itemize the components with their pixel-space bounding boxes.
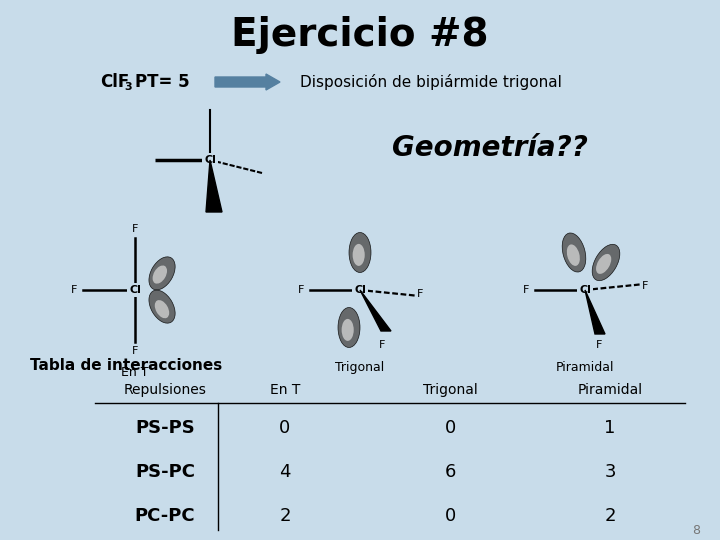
- Text: 1: 1: [604, 419, 616, 437]
- Text: PC-PC: PC-PC: [135, 507, 195, 525]
- Text: PT= 5: PT= 5: [135, 73, 189, 91]
- Ellipse shape: [567, 245, 580, 266]
- Text: Repulsiones: Repulsiones: [124, 383, 207, 397]
- Text: Cl: Cl: [129, 285, 141, 295]
- Ellipse shape: [349, 233, 371, 273]
- Text: 0: 0: [444, 419, 456, 437]
- Text: Cl: Cl: [204, 155, 216, 165]
- Ellipse shape: [155, 300, 169, 318]
- Text: 6: 6: [444, 463, 456, 481]
- Polygon shape: [206, 160, 222, 212]
- Ellipse shape: [562, 233, 586, 272]
- Text: Trigonal: Trigonal: [423, 383, 477, 397]
- Text: Cl: Cl: [579, 285, 591, 295]
- Text: 3: 3: [604, 463, 616, 481]
- Text: Cl: Cl: [354, 285, 366, 295]
- Text: 0: 0: [279, 419, 291, 437]
- Text: Piramidal: Piramidal: [556, 361, 614, 374]
- Text: 8: 8: [692, 523, 700, 537]
- Ellipse shape: [153, 266, 167, 284]
- Text: En T: En T: [121, 366, 149, 379]
- Text: Geometría??: Geometría??: [392, 134, 588, 162]
- Text: F: F: [417, 289, 423, 299]
- Text: F: F: [298, 285, 304, 295]
- Text: 2: 2: [604, 507, 616, 525]
- Ellipse shape: [149, 257, 175, 290]
- Text: F: F: [642, 281, 648, 291]
- Ellipse shape: [338, 307, 360, 348]
- Text: PS-PS: PS-PS: [135, 419, 195, 437]
- Text: 0: 0: [444, 507, 456, 525]
- Text: 3: 3: [124, 82, 132, 92]
- Text: PS-PC: PS-PC: [135, 463, 195, 481]
- FancyArrow shape: [215, 74, 280, 90]
- Text: F: F: [71, 285, 77, 295]
- Text: F: F: [132, 224, 138, 234]
- Text: Disposición de bipiármide trigonal: Disposición de bipiármide trigonal: [300, 74, 562, 90]
- Ellipse shape: [592, 244, 620, 281]
- Text: F: F: [132, 346, 138, 356]
- Text: En T: En T: [270, 383, 300, 397]
- Text: ClF: ClF: [100, 73, 130, 91]
- Text: Piramidal: Piramidal: [577, 383, 642, 397]
- Text: F: F: [379, 341, 386, 350]
- Text: F: F: [523, 285, 529, 295]
- Ellipse shape: [353, 244, 365, 266]
- Text: 2: 2: [279, 507, 291, 525]
- Text: 4: 4: [279, 463, 291, 481]
- Text: Ejercicio #8: Ejercicio #8: [231, 16, 489, 54]
- Polygon shape: [585, 290, 605, 334]
- Ellipse shape: [341, 319, 354, 341]
- Text: Tabla de interacciones: Tabla de interacciones: [30, 357, 222, 373]
- Text: Trigonal: Trigonal: [336, 361, 384, 374]
- Ellipse shape: [149, 290, 175, 323]
- Ellipse shape: [596, 254, 611, 274]
- Polygon shape: [360, 290, 391, 331]
- Text: F: F: [596, 341, 602, 350]
